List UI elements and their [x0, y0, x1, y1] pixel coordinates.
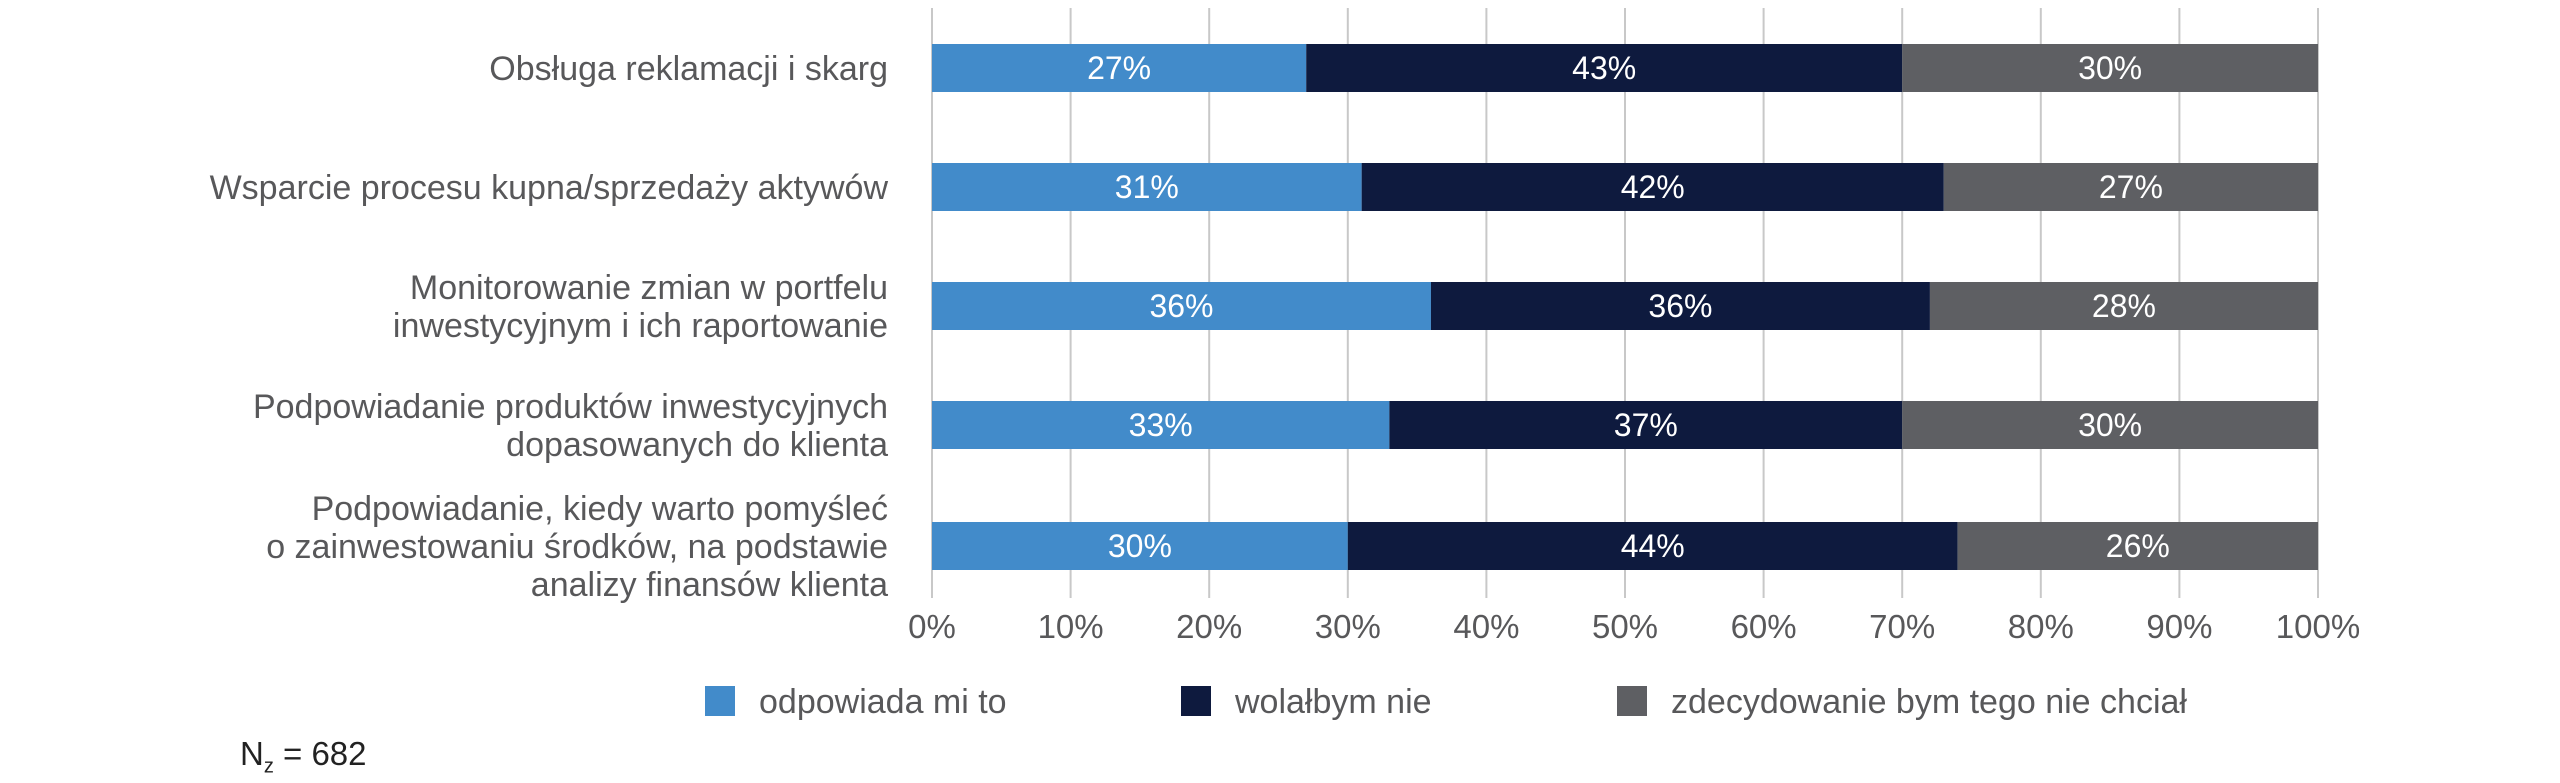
bar-value-label: 33%: [1129, 407, 1193, 443]
legend-swatch: [705, 686, 735, 716]
bar-value-label: 31%: [1115, 169, 1179, 205]
note-prefix: N: [240, 735, 264, 772]
bar-value-label: 27%: [2099, 169, 2163, 205]
x-axis-ticks: 0% 10% 20% 30% 40% 50% 60% 70% 80% 90% 100%: [908, 608, 2360, 645]
category-label-line: Wsparcie procesu kupna/sprzedaży aktywów: [210, 169, 889, 207]
category-label: Podpowiadanie produktów inwestycyjnych do…: [253, 388, 888, 464]
bar-value-label: 28%: [2092, 288, 2156, 324]
category-label-line: Obsługa reklamacji i skarg: [489, 50, 888, 88]
x-tick-label: 60%: [1731, 608, 1797, 645]
category-label: Obsługa reklamacji i skarg: [489, 50, 888, 88]
bar-segment: [932, 401, 1390, 449]
bar-segment: [1347, 522, 1958, 570]
legend-swatch: [1181, 686, 1211, 716]
bar-segment: [1929, 282, 2318, 330]
bar-segment: [932, 163, 1362, 211]
bar-segment: [1361, 163, 1944, 211]
bar-segment: [1902, 44, 2318, 92]
bar-segment: [1430, 282, 1930, 330]
x-tick-label: 40%: [1453, 608, 1519, 645]
category-label-line: Podpowiadanie produktów inwestycyjnych: [253, 388, 888, 426]
x-tick-label: 80%: [2008, 608, 2074, 645]
x-tick-label: 90%: [2146, 608, 2212, 645]
bar-segment: [932, 44, 1307, 92]
category-label-line: o zainwestowaniu środków, na podstawie: [266, 528, 888, 566]
x-tick-label: 50%: [1592, 608, 1658, 645]
bar-value-label: 36%: [1149, 288, 1213, 324]
legend: odpowiada mi to wolałbym nie zdecydowanie …: [705, 683, 2187, 721]
category-label-line: inwestycyjnym i ich raportowanie: [393, 307, 888, 345]
x-tick-label: 30%: [1315, 608, 1381, 645]
note-text: = 682: [273, 735, 367, 772]
x-tick-label: 10%: [1038, 608, 1104, 645]
x-tick-label: 0%: [908, 608, 956, 645]
x-tick-label: 20%: [1176, 608, 1242, 645]
category-label: Monitorowanie zmian w portfelu inwestycyj…: [393, 269, 888, 345]
category-label: Wsparcie procesu kupna/sprzedaży aktywów: [210, 169, 889, 207]
bar-segment: [1957, 522, 2318, 570]
bar-segment: [932, 522, 1348, 570]
bar-value-label: 27%: [1087, 50, 1151, 86]
category-label-line: analizy finansów klienta: [531, 566, 888, 604]
category-label-line: dopasowanych do klienta: [506, 426, 888, 464]
bar-segment: [1306, 44, 1903, 92]
bar-value-label: 44%: [1621, 528, 1685, 564]
bar-segment: [1943, 163, 2318, 211]
bars: 27% 43% 30% 31% 42% 27% 36% 36% 28% 33% 37% 30% 30% 4…: [932, 44, 2318, 570]
legend-swatch: [1617, 686, 1647, 716]
x-tick-label: 100%: [2276, 608, 2360, 645]
sample-size-note: Nz = 682: [240, 735, 367, 779]
legend-label: wolałbym nie: [1234, 683, 1432, 721]
legend-label: odpowiada mi to: [759, 683, 1007, 721]
bar-value-label: 30%: [2078, 50, 2142, 86]
bar-value-label: 30%: [2078, 407, 2142, 443]
legend-label: zdecydowanie bym tego nie chciał: [1671, 683, 2187, 721]
category-label-line: Podpowiadanie, kiedy warto pomyśleć: [312, 490, 888, 528]
bar-segment: [1902, 401, 2318, 449]
bar-segment: [932, 282, 1431, 330]
bar-value-label: 43%: [1572, 50, 1636, 86]
category-label: Podpowiadanie, kiedy warto pomyśleć o zai…: [266, 490, 888, 604]
bar-value-label: 37%: [1614, 407, 1678, 443]
bar-value-label: 26%: [2106, 528, 2170, 564]
bar-value-label: 42%: [1621, 169, 1685, 205]
bar-value-label: 30%: [1108, 528, 1172, 564]
category-label-line: Monitorowanie zmian w portfelu: [410, 269, 888, 307]
bar-value-label: 36%: [1648, 288, 1712, 324]
bar-segment: [1389, 401, 1903, 449]
x-tick-label: 70%: [1869, 608, 1935, 645]
category-labels: Obsługa reklamacji i skarg Wsparcie proce…: [210, 50, 889, 604]
note-subscript: z: [263, 755, 274, 778]
